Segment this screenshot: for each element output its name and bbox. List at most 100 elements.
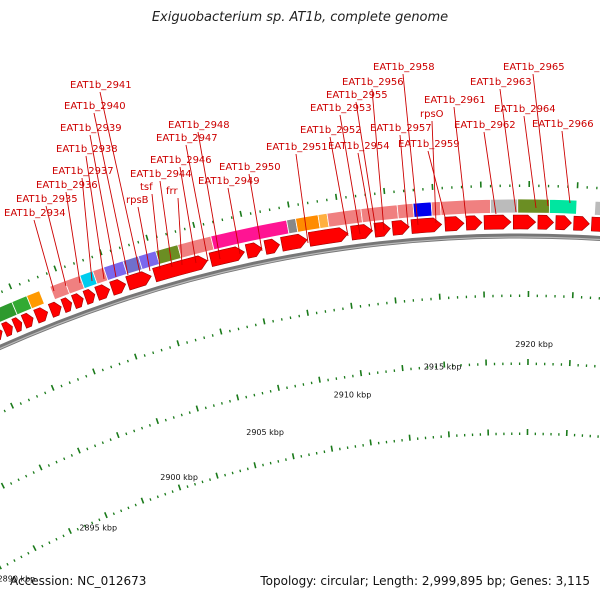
label-leader xyxy=(532,73,549,207)
scale-tick xyxy=(133,429,136,433)
scale-tick xyxy=(211,220,214,224)
cds-arrow xyxy=(20,312,34,329)
scale-tick xyxy=(204,406,207,410)
gene-label: EAT1b_2934 xyxy=(4,208,66,219)
gene-label: EAT1b_2955 xyxy=(326,90,388,101)
label-leader xyxy=(33,219,55,292)
label-leaders xyxy=(33,73,571,292)
label-leader xyxy=(339,114,361,235)
label-leader xyxy=(177,197,183,266)
scale-tick xyxy=(38,464,43,471)
scale-tick xyxy=(19,402,22,405)
scale-tick xyxy=(164,492,167,496)
cog-segment xyxy=(360,204,399,224)
label-leader xyxy=(45,205,67,287)
scale-tick xyxy=(318,376,321,383)
scale-tick xyxy=(203,336,206,340)
scale-tick xyxy=(272,319,275,323)
genome-summary: Topology: circular; Length: 2,999,895 bp… xyxy=(260,574,590,588)
scale-tick xyxy=(192,221,196,229)
gene-label: EAT1b_2954 xyxy=(328,141,390,152)
scale-tick xyxy=(118,246,121,250)
scale-tick xyxy=(152,351,155,355)
scale-tick xyxy=(76,378,80,381)
label-leader xyxy=(185,144,209,262)
scale-tick xyxy=(32,471,35,474)
scale-tick xyxy=(383,187,386,195)
scale-tick xyxy=(236,394,240,401)
gene-label: EAT1b_2951 xyxy=(266,142,328,153)
scale-tick xyxy=(17,478,20,482)
scale-tick xyxy=(174,230,177,233)
label-leader xyxy=(357,152,373,233)
scale-tick xyxy=(212,404,215,407)
scale-tick xyxy=(91,255,94,259)
cog-segment xyxy=(576,200,596,216)
cds-arrow xyxy=(590,216,600,232)
scale-tick xyxy=(249,212,252,215)
scale-tick xyxy=(330,445,334,452)
label-leader xyxy=(81,177,93,282)
scale-tick xyxy=(394,297,397,304)
scale-tick xyxy=(231,471,234,475)
scale-tick xyxy=(186,341,189,344)
scale-tick xyxy=(125,432,128,436)
scale-tick xyxy=(253,462,257,469)
scale-tick xyxy=(156,495,159,499)
scale-tick xyxy=(50,384,55,391)
scale-tick xyxy=(164,418,167,422)
cog-segment xyxy=(39,286,55,304)
scale-tick xyxy=(48,541,51,545)
backbone-line xyxy=(0,233,600,351)
cds-arrow xyxy=(82,289,96,305)
cog-segment xyxy=(548,198,578,215)
scale-tick xyxy=(277,460,280,463)
scale-tick xyxy=(120,509,123,513)
scale-tick xyxy=(145,234,149,241)
scale-tick xyxy=(277,384,280,391)
scale-tick xyxy=(269,389,272,393)
cds-arrow xyxy=(244,242,263,259)
scale-tick xyxy=(36,275,39,279)
scale-tick xyxy=(109,249,112,253)
gene-label: EAT1b_2959 xyxy=(398,139,460,150)
gene-label: EAT1b_2939 xyxy=(60,123,122,134)
gene-label: EAT1b_2956 xyxy=(342,77,404,88)
scale-tick xyxy=(408,434,411,441)
scale-tick xyxy=(262,318,266,325)
label-leader xyxy=(65,191,81,284)
cds-arrow xyxy=(307,227,349,247)
label-leader xyxy=(159,180,173,268)
scale-tick xyxy=(0,290,4,294)
scale-tick xyxy=(55,460,58,464)
scale-tick xyxy=(27,551,30,555)
scale-tick xyxy=(186,485,189,489)
scale-tick xyxy=(230,216,233,219)
scale-tick xyxy=(44,391,47,395)
accession-text: Accession: NC_012673 xyxy=(10,574,147,588)
label-leader xyxy=(151,193,161,270)
scale-label: 2890 kbp xyxy=(0,574,35,583)
gene-label: EAT1b_2946 xyxy=(150,155,212,166)
cds-track xyxy=(0,214,600,341)
scale-tick xyxy=(0,565,2,570)
gene-label: rpsO xyxy=(420,109,444,120)
cds-arrow xyxy=(47,301,62,318)
scale-tick xyxy=(237,327,240,331)
scale-tick xyxy=(32,545,37,552)
scale-tick xyxy=(221,218,224,222)
scale-tick xyxy=(287,201,290,208)
scale-tick xyxy=(183,227,186,231)
scale-tick xyxy=(137,240,140,244)
cds-arrow xyxy=(60,297,73,313)
scale-tick xyxy=(70,454,73,457)
scale-tick xyxy=(172,416,175,419)
gene-label: EAT1b_2966 xyxy=(532,119,594,130)
label-leader xyxy=(431,120,437,224)
label-leader xyxy=(427,150,447,222)
scale-tick xyxy=(300,454,303,458)
scale-tick xyxy=(169,346,172,349)
gene-label: EAT1b_2947 xyxy=(156,133,218,144)
scale-label: 2900 kbp xyxy=(160,473,198,482)
scale-tick xyxy=(215,472,219,479)
